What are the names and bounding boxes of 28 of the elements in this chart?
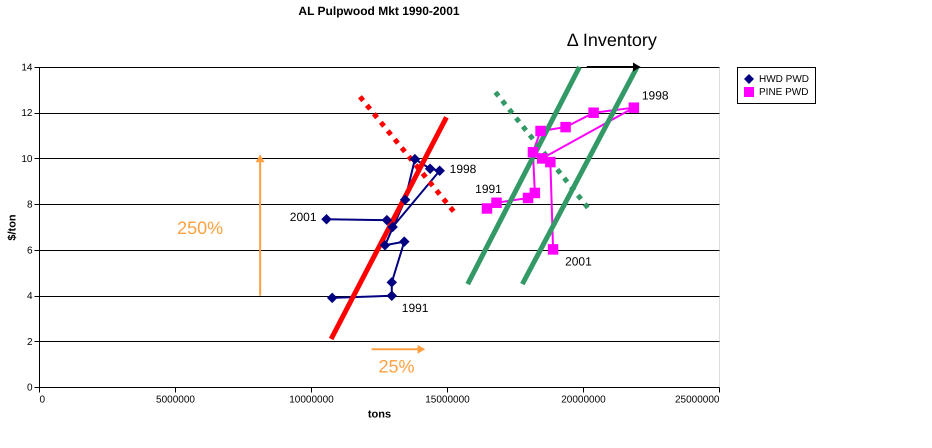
legend-label: PINE PWD	[759, 87, 808, 98]
annotation: Δ Inventory	[566, 30, 657, 50]
annotation: 2001	[290, 210, 317, 224]
x-tick-label: 20000000	[561, 394, 606, 406]
annotation: 1998	[450, 162, 477, 176]
annotation: 1991	[402, 300, 429, 315]
x-tick-label: 0	[40, 394, 46, 406]
y-tick-label: 2	[26, 336, 33, 348]
x-axis-title: tons	[368, 408, 392, 420]
annotation: 1998	[642, 88, 669, 103]
y-axis-title: $/ton	[6, 214, 18, 241]
y-tick-label: 0	[26, 382, 33, 394]
y-tick-label: 6	[26, 245, 33, 256]
legend-label: HWD PWD	[759, 74, 809, 85]
x-tick-label: 25000000	[675, 394, 720, 406]
y-tick-label: 10	[21, 154, 33, 165]
annotation: 25%	[378, 356, 415, 376]
y-tick-label: 14	[21, 62, 33, 74]
y-tick-label: 4	[26, 291, 33, 302]
y-tick-label: 12	[21, 108, 33, 120]
chart-title: AL Pulpwood Mkt 1990-2001	[298, 4, 460, 18]
x-tick-label: 10000000	[289, 394, 334, 406]
annotation: 2001	[565, 254, 592, 268]
y-tick-label: 8	[26, 200, 33, 211]
annotation: 250%	[177, 218, 224, 238]
x-tick-label: 5000000	[156, 394, 196, 406]
x-tick-label: 15000000	[425, 394, 470, 406]
annotation: 1991	[475, 182, 502, 196]
